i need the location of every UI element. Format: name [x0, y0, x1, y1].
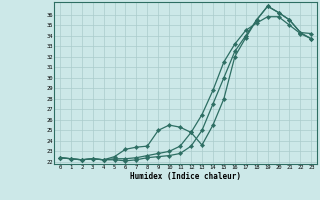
X-axis label: Humidex (Indice chaleur): Humidex (Indice chaleur) — [130, 172, 241, 181]
